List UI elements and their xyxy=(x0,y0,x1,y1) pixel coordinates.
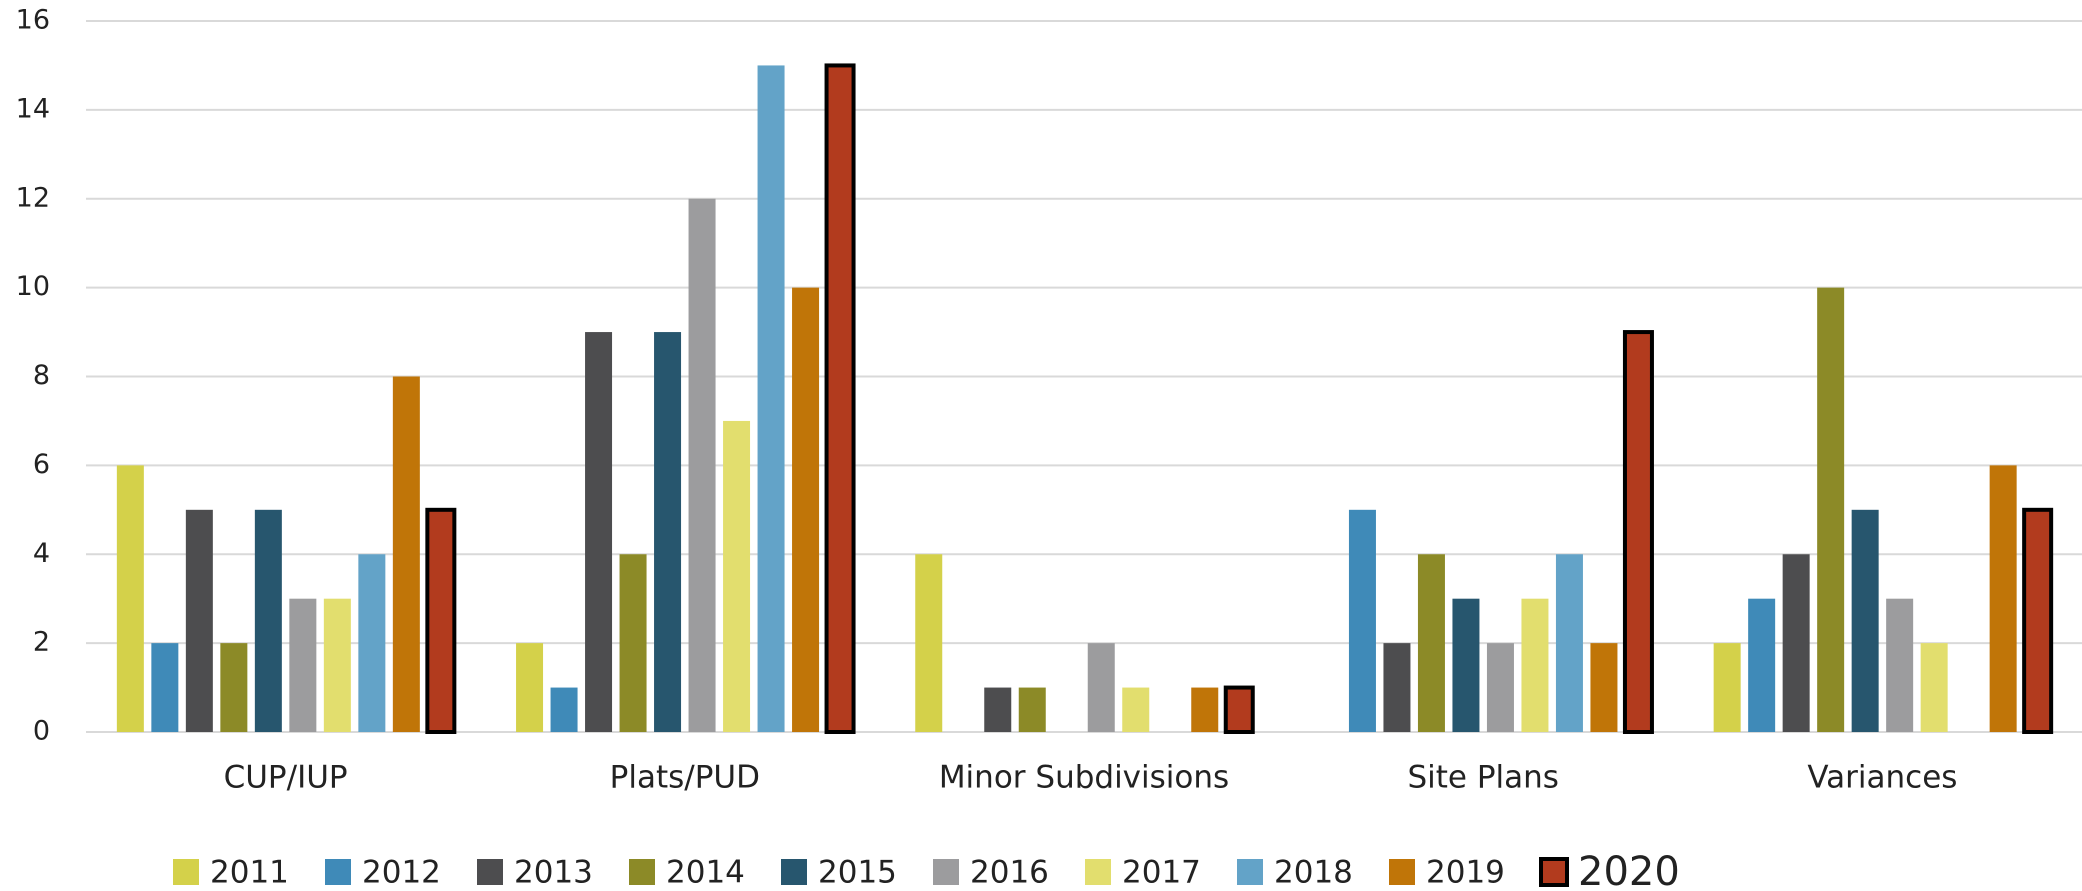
bar xyxy=(1713,643,1741,732)
legend-swatch xyxy=(1389,859,1415,885)
bar xyxy=(1348,509,1376,732)
bar xyxy=(915,554,943,732)
bar xyxy=(516,643,544,732)
legend-label: 2013 xyxy=(514,855,593,891)
bar xyxy=(824,63,856,734)
bar xyxy=(1191,687,1219,732)
bar xyxy=(1555,554,1583,732)
legend-swatch xyxy=(173,859,199,885)
bar xyxy=(289,598,317,732)
bar xyxy=(151,643,179,732)
legend-swatch xyxy=(477,859,503,885)
x-tick-label: Site Plans xyxy=(1407,760,1558,796)
bar xyxy=(688,198,716,732)
bar xyxy=(1383,643,1411,732)
x-tick-label: Plats/PUD xyxy=(610,760,760,796)
legend-swatch xyxy=(325,859,351,885)
y-tick-label: 0 xyxy=(33,716,50,747)
bar xyxy=(358,554,386,732)
bar xyxy=(185,509,213,732)
legend-swatch xyxy=(781,859,807,885)
x-tick-label: CUP/IUP xyxy=(224,760,348,796)
bar xyxy=(1920,643,1948,732)
bar xyxy=(1018,687,1046,732)
bar xyxy=(1851,509,1879,732)
bar xyxy=(1417,554,1445,732)
y-tick-label: 6 xyxy=(33,449,50,480)
bar xyxy=(654,332,682,732)
bar xyxy=(1521,598,1549,732)
bar xyxy=(392,376,420,732)
bar xyxy=(1590,643,1618,732)
legend-label: 2012 xyxy=(362,855,441,891)
bar xyxy=(723,420,751,732)
legend-swatch xyxy=(1539,857,1569,887)
legend-swatch xyxy=(629,859,655,885)
bar xyxy=(585,332,613,732)
y-tick-label: 12 xyxy=(16,182,50,213)
bar xyxy=(1223,685,1255,734)
legend-label: 2015 xyxy=(818,855,897,891)
bar xyxy=(1886,598,1914,732)
bar xyxy=(984,687,1012,732)
legend-swatch xyxy=(1237,859,1263,885)
y-tick-label: 14 xyxy=(16,93,50,124)
bar xyxy=(1817,287,1845,732)
legend-label: 2017 xyxy=(1122,855,1201,891)
bar xyxy=(550,687,578,732)
y-tick-label: 10 xyxy=(16,271,50,302)
bar xyxy=(1782,554,1810,732)
bar xyxy=(792,287,820,732)
bar xyxy=(425,507,457,734)
bar xyxy=(1122,687,1150,732)
legend-label: 2019 xyxy=(1426,855,1505,891)
y-tick-label: 2 xyxy=(33,627,50,658)
legend-label: 2011 xyxy=(210,855,289,891)
bar xyxy=(323,598,351,732)
legend-label: 2014 xyxy=(666,855,745,891)
y-tick-label: 8 xyxy=(33,360,50,391)
bar xyxy=(220,643,248,732)
bar xyxy=(1087,643,1115,732)
legend-label: 2020 xyxy=(1578,849,1680,891)
legend-label: 2016 xyxy=(970,855,1049,891)
x-tick-label: Variances xyxy=(1807,760,1957,796)
legend-swatch xyxy=(1085,859,1111,885)
bar xyxy=(1989,465,2017,732)
bar xyxy=(757,65,785,732)
bar xyxy=(2022,507,2054,734)
y-tick-label: 16 xyxy=(16,5,50,36)
y-tick-label: 4 xyxy=(33,538,50,569)
legend-swatch xyxy=(933,859,959,885)
bar xyxy=(1452,598,1480,732)
bar xyxy=(254,509,282,732)
bar xyxy=(619,554,647,732)
bar xyxy=(1622,330,1654,734)
legend-label: 2018 xyxy=(1274,855,1353,891)
x-tick-label: Minor Subdivisions xyxy=(939,760,1229,796)
bar xyxy=(1748,598,1776,732)
bar xyxy=(1486,643,1514,732)
bar xyxy=(116,465,144,732)
